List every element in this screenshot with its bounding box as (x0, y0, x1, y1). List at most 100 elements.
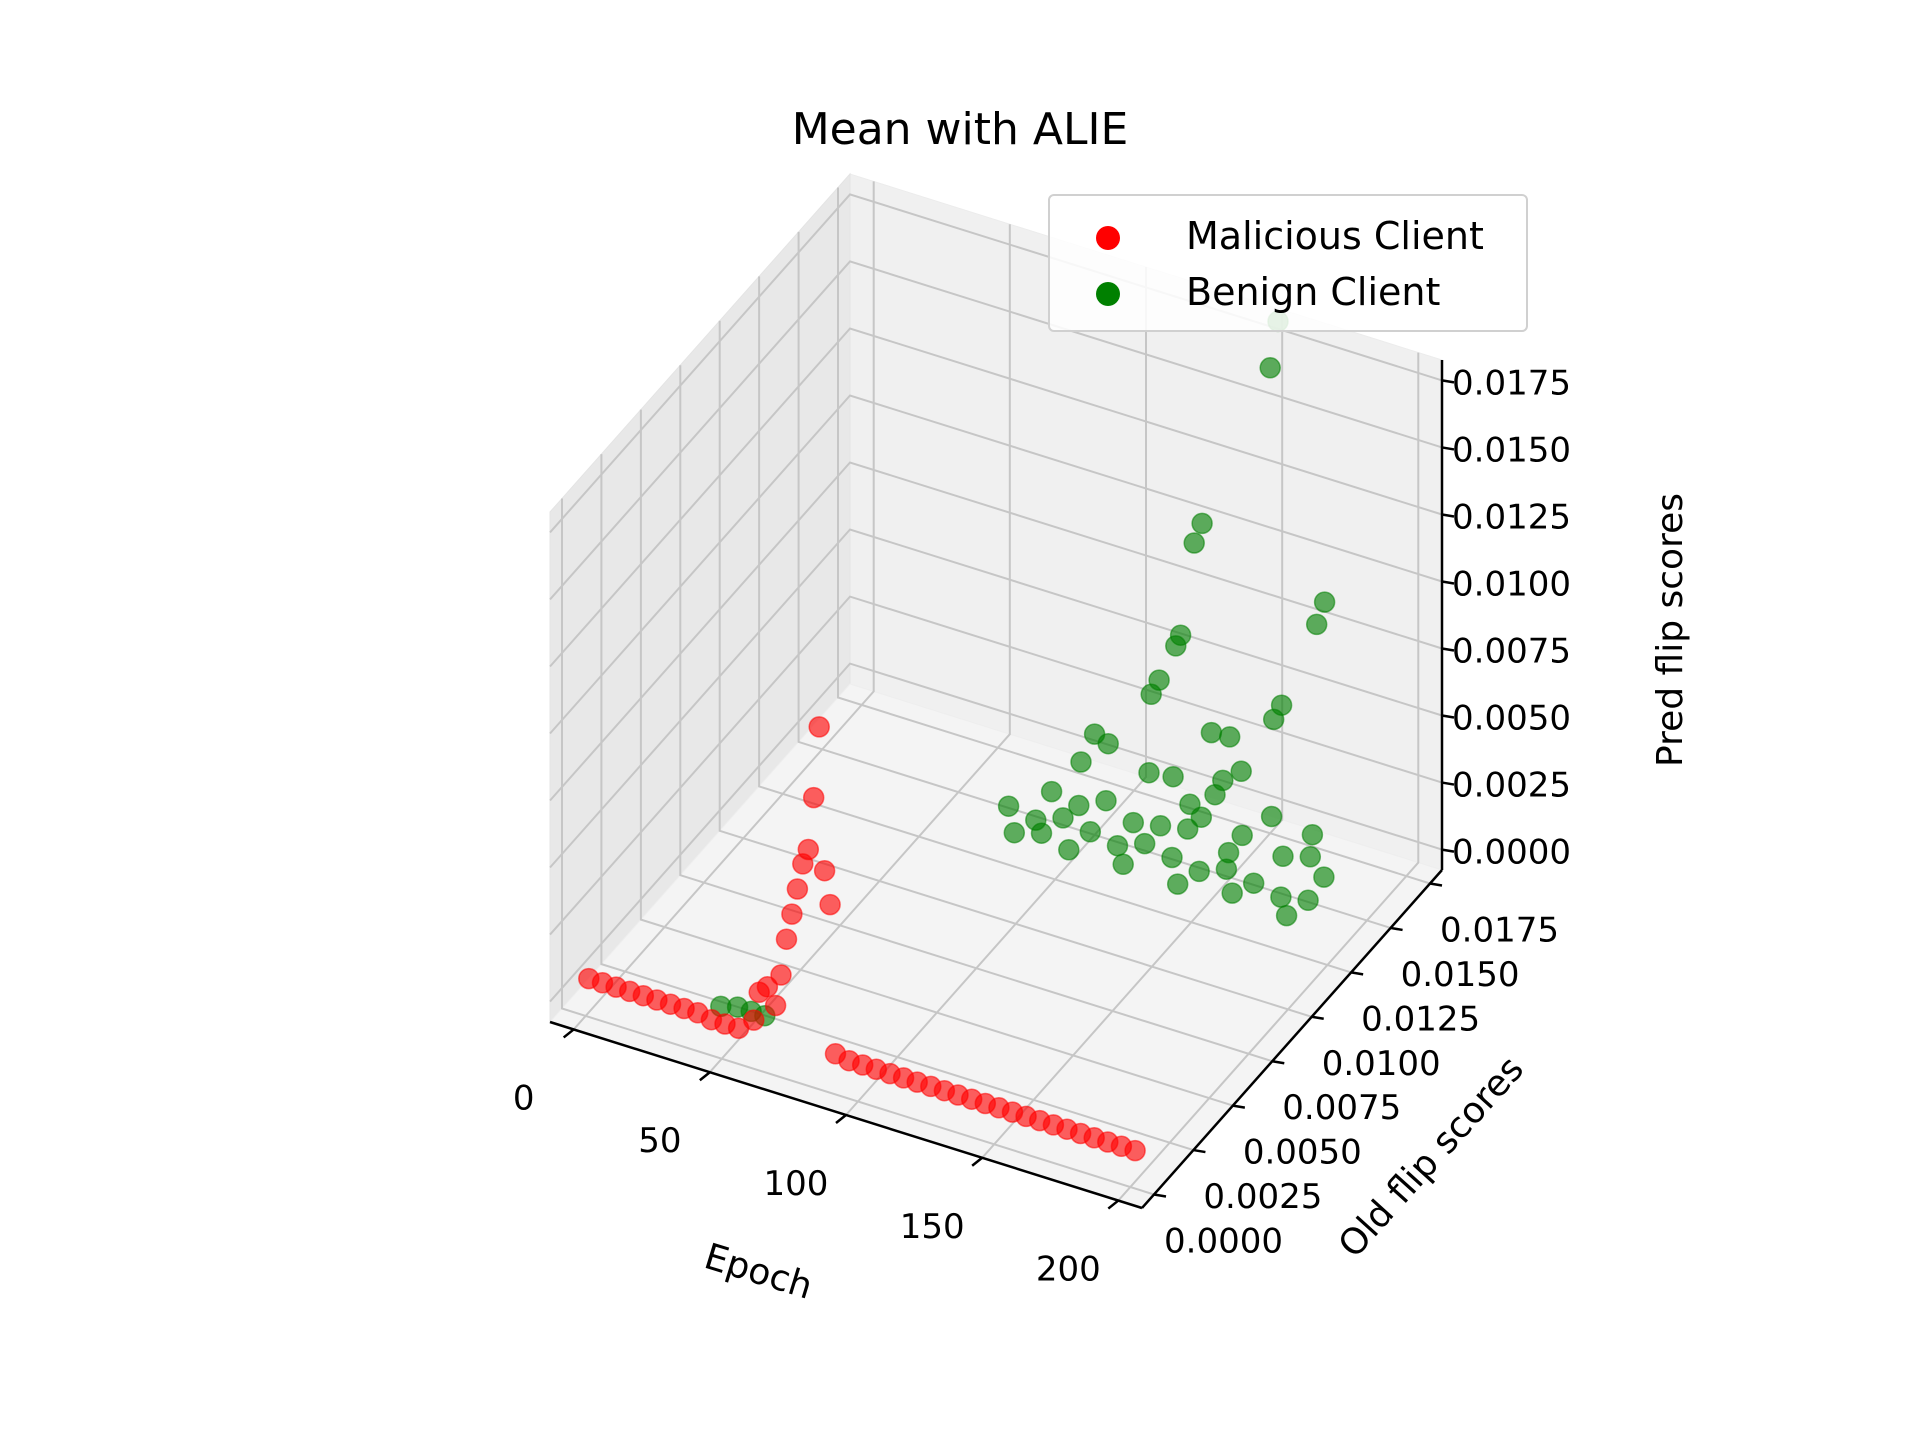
benign-point (1161, 846, 1183, 869)
z-tick (1441, 714, 1455, 719)
gridline-x (709, 224, 1011, 1073)
gridline-z (549, 394, 1443, 735)
gridline-y (837, 187, 1431, 885)
malicious-point (756, 976, 779, 998)
benign-point (1095, 789, 1117, 812)
y-tick (1153, 1193, 1167, 1198)
benign-point (1191, 512, 1213, 535)
benign-point (1260, 805, 1283, 828)
x-tick (1107, 1199, 1120, 1210)
benign-point (1040, 780, 1063, 803)
y-tick (1350, 971, 1364, 976)
x-tick-label: 200 (1036, 1250, 1101, 1290)
benign-point (1270, 886, 1292, 908)
gridline-y (561, 498, 1155, 1196)
z-tick (1441, 513, 1455, 518)
gridline-x (1117, 352, 1420, 1202)
benign-point (1305, 613, 1328, 636)
chart-title: Mean with ALIE (791, 104, 1129, 155)
legend-marker-benign (1096, 282, 1120, 306)
gridline-x (572, 181, 875, 1031)
benign-point (997, 795, 1020, 817)
gridline-z (549, 595, 1443, 936)
benign-point (1231, 824, 1253, 847)
benign-point (1140, 683, 1162, 706)
gridline-y (718, 320, 1312, 1018)
malicious-point (764, 994, 787, 1017)
y-tick-label: 0.0025 (1203, 1177, 1322, 1217)
z-tick-label: 0.0025 (1452, 766, 1571, 806)
y-tick (1272, 1059, 1285, 1065)
y-tick-label: 0.0175 (1440, 911, 1559, 951)
benign-point (1133, 832, 1156, 855)
x-tick (835, 1114, 847, 1124)
benign-point (1299, 846, 1322, 868)
z-tick-label: 0.0150 (1452, 430, 1571, 470)
axis-ticks: 0501001502000.00000.00250.00500.00750.01… (513, 363, 1571, 1289)
benign-point (1138, 761, 1160, 784)
benign-point (1218, 726, 1241, 748)
x-tick-label: 150 (900, 1207, 965, 1247)
benign-point (1183, 532, 1205, 554)
benign-point (1259, 357, 1281, 379)
x-tick (699, 1071, 711, 1082)
benign-point (1162, 765, 1184, 788)
z-tick (1441, 781, 1455, 786)
benign-point (1275, 904, 1298, 927)
benign-point (1122, 811, 1145, 834)
z-tick-label: 0.0100 (1452, 564, 1571, 604)
benign-point (1112, 853, 1134, 876)
legend-label-malicious: Malicious Client (1186, 214, 1484, 258)
z-tick (1441, 647, 1455, 652)
gridline-z (549, 461, 1443, 802)
malicious-point (1124, 1139, 1146, 1162)
y-tick-label: 0.0125 (1361, 999, 1480, 1039)
z-tick-label: 0.0000 (1452, 833, 1571, 873)
gridline-z (549, 528, 1443, 869)
benign-point (1003, 821, 1026, 844)
benign-point (1297, 889, 1319, 912)
malicious-point (808, 716, 830, 738)
gridline-y (639, 409, 1234, 1107)
benign-point (1106, 834, 1129, 857)
benign-point (1215, 858, 1238, 880)
z-tick (1441, 379, 1455, 384)
gridline-z (549, 327, 1443, 668)
y-tick-label: 0.0050 (1243, 1133, 1362, 1173)
benign-point (1166, 873, 1189, 895)
benign-point (1068, 794, 1090, 817)
y-tick (1232, 1104, 1246, 1109)
benign-point (1058, 839, 1080, 861)
y-tick-label: 0.0100 (1322, 1044, 1441, 1084)
x-tick-label: 50 (638, 1121, 681, 1161)
malicious-point (770, 964, 792, 986)
y-tick (1390, 926, 1403, 932)
gridline-y (679, 365, 1273, 1063)
x-tick (562, 1028, 575, 1039)
benign-point (1272, 845, 1294, 868)
benign-point (1188, 860, 1210, 883)
y-tick-label: 0.0150 (1401, 955, 1520, 995)
x-axis-label: Epoch (700, 1236, 817, 1307)
gridline-z (549, 662, 1443, 1003)
malicious-point (743, 1009, 765, 1031)
benign-point (1204, 783, 1226, 806)
benign-point (1200, 721, 1223, 744)
benign-point (1313, 866, 1335, 888)
z-tick (1441, 580, 1455, 585)
gridline-z (549, 260, 1443, 601)
x-tick-label: 0 (513, 1078, 535, 1118)
malicious-point (781, 903, 803, 925)
malicious-point (802, 786, 825, 809)
malicious-point (786, 878, 809, 900)
z-tick (1441, 848, 1455, 853)
x-tick (971, 1156, 983, 1167)
benign-point (1242, 872, 1265, 894)
malicious-point (797, 838, 820, 861)
z-axis-label: Pred flip scores (1650, 493, 1691, 767)
axis-gridlines (549, 181, 1443, 1202)
benign-point (1262, 708, 1285, 731)
x-tick-label: 100 (764, 1164, 829, 1204)
